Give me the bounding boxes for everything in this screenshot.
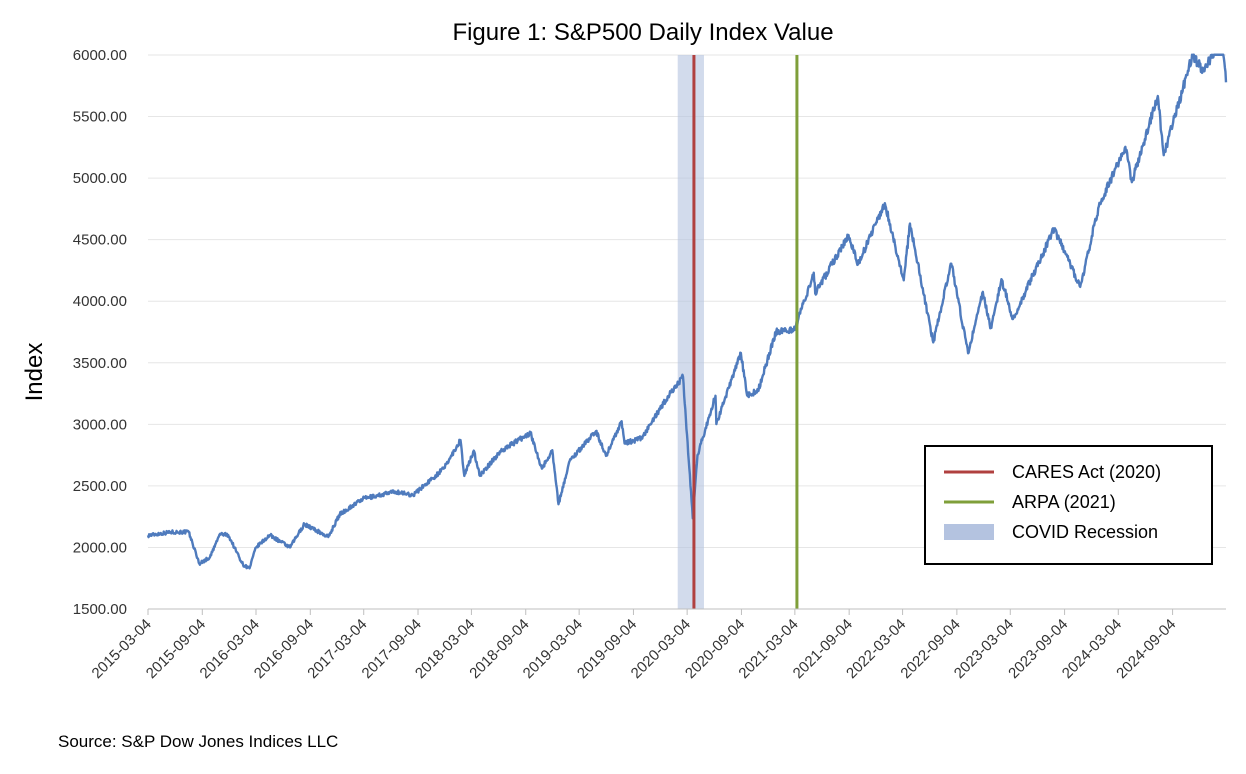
y-tick-label: 5000.00: [73, 170, 127, 187]
legend-covid-swatch: [944, 524, 994, 540]
covid-recession-band: [677, 55, 704, 609]
axes: 1500.00 2000.00 2500.00 3000.00 3500.00 4000.…: [73, 47, 1226, 682]
legend-cares-label: CARES Act (2020): [1012, 462, 1161, 482]
y-tick-label: 2500.00: [73, 478, 127, 495]
recession-shading: [677, 55, 704, 609]
sp500-line: [146, 53, 1228, 570]
y-tick-label: 4500.00: [73, 232, 127, 249]
chart-title: Figure 1: S&P500 Daily Index Value: [452, 19, 833, 46]
x-tick-label: 2024-09-04: [1113, 616, 1179, 682]
series-lines: [146, 53, 1228, 570]
source-note: Source: S&P Dow Jones Indices LLC: [58, 732, 338, 751]
y-tick-label: 3500.00: [73, 355, 127, 372]
event-lines: [692, 55, 799, 609]
y-tick-label: 1500.00: [73, 601, 127, 618]
legend: CARES Act (2020) ARPA (2021) COVID Recessi…: [924, 445, 1213, 565]
y-tick-label: 6000.00: [73, 47, 127, 64]
y-tick-label: 3000.00: [73, 416, 127, 433]
legend-covid-label: COVID Recession: [1012, 522, 1158, 542]
y-tick-label: 5500.00: [73, 109, 127, 126]
y-axis-label: Index: [21, 343, 48, 402]
y-tick-label: 2000.00: [73, 539, 127, 556]
legend-box: [924, 445, 1213, 565]
legend-arpa-label: ARPA (2021): [1012, 492, 1116, 512]
y-tick-label: 4000.00: [73, 293, 127, 310]
